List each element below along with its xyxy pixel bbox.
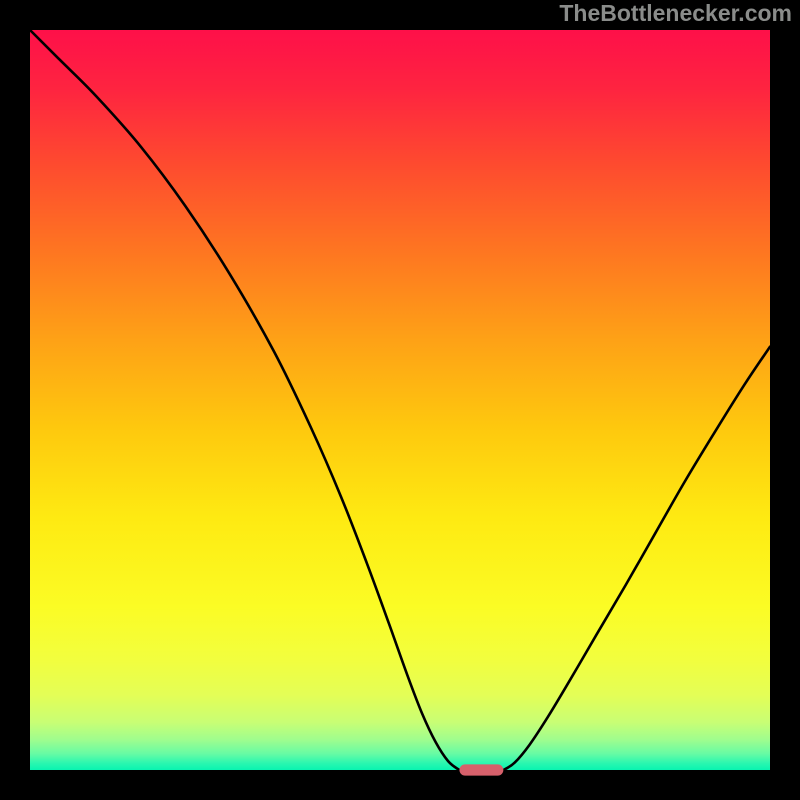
- bottleneck-marker: [460, 765, 503, 775]
- plot-background: [30, 30, 770, 770]
- chart-svg: [0, 0, 800, 800]
- chart-container: TheBottlenecker.com: [0, 0, 800, 800]
